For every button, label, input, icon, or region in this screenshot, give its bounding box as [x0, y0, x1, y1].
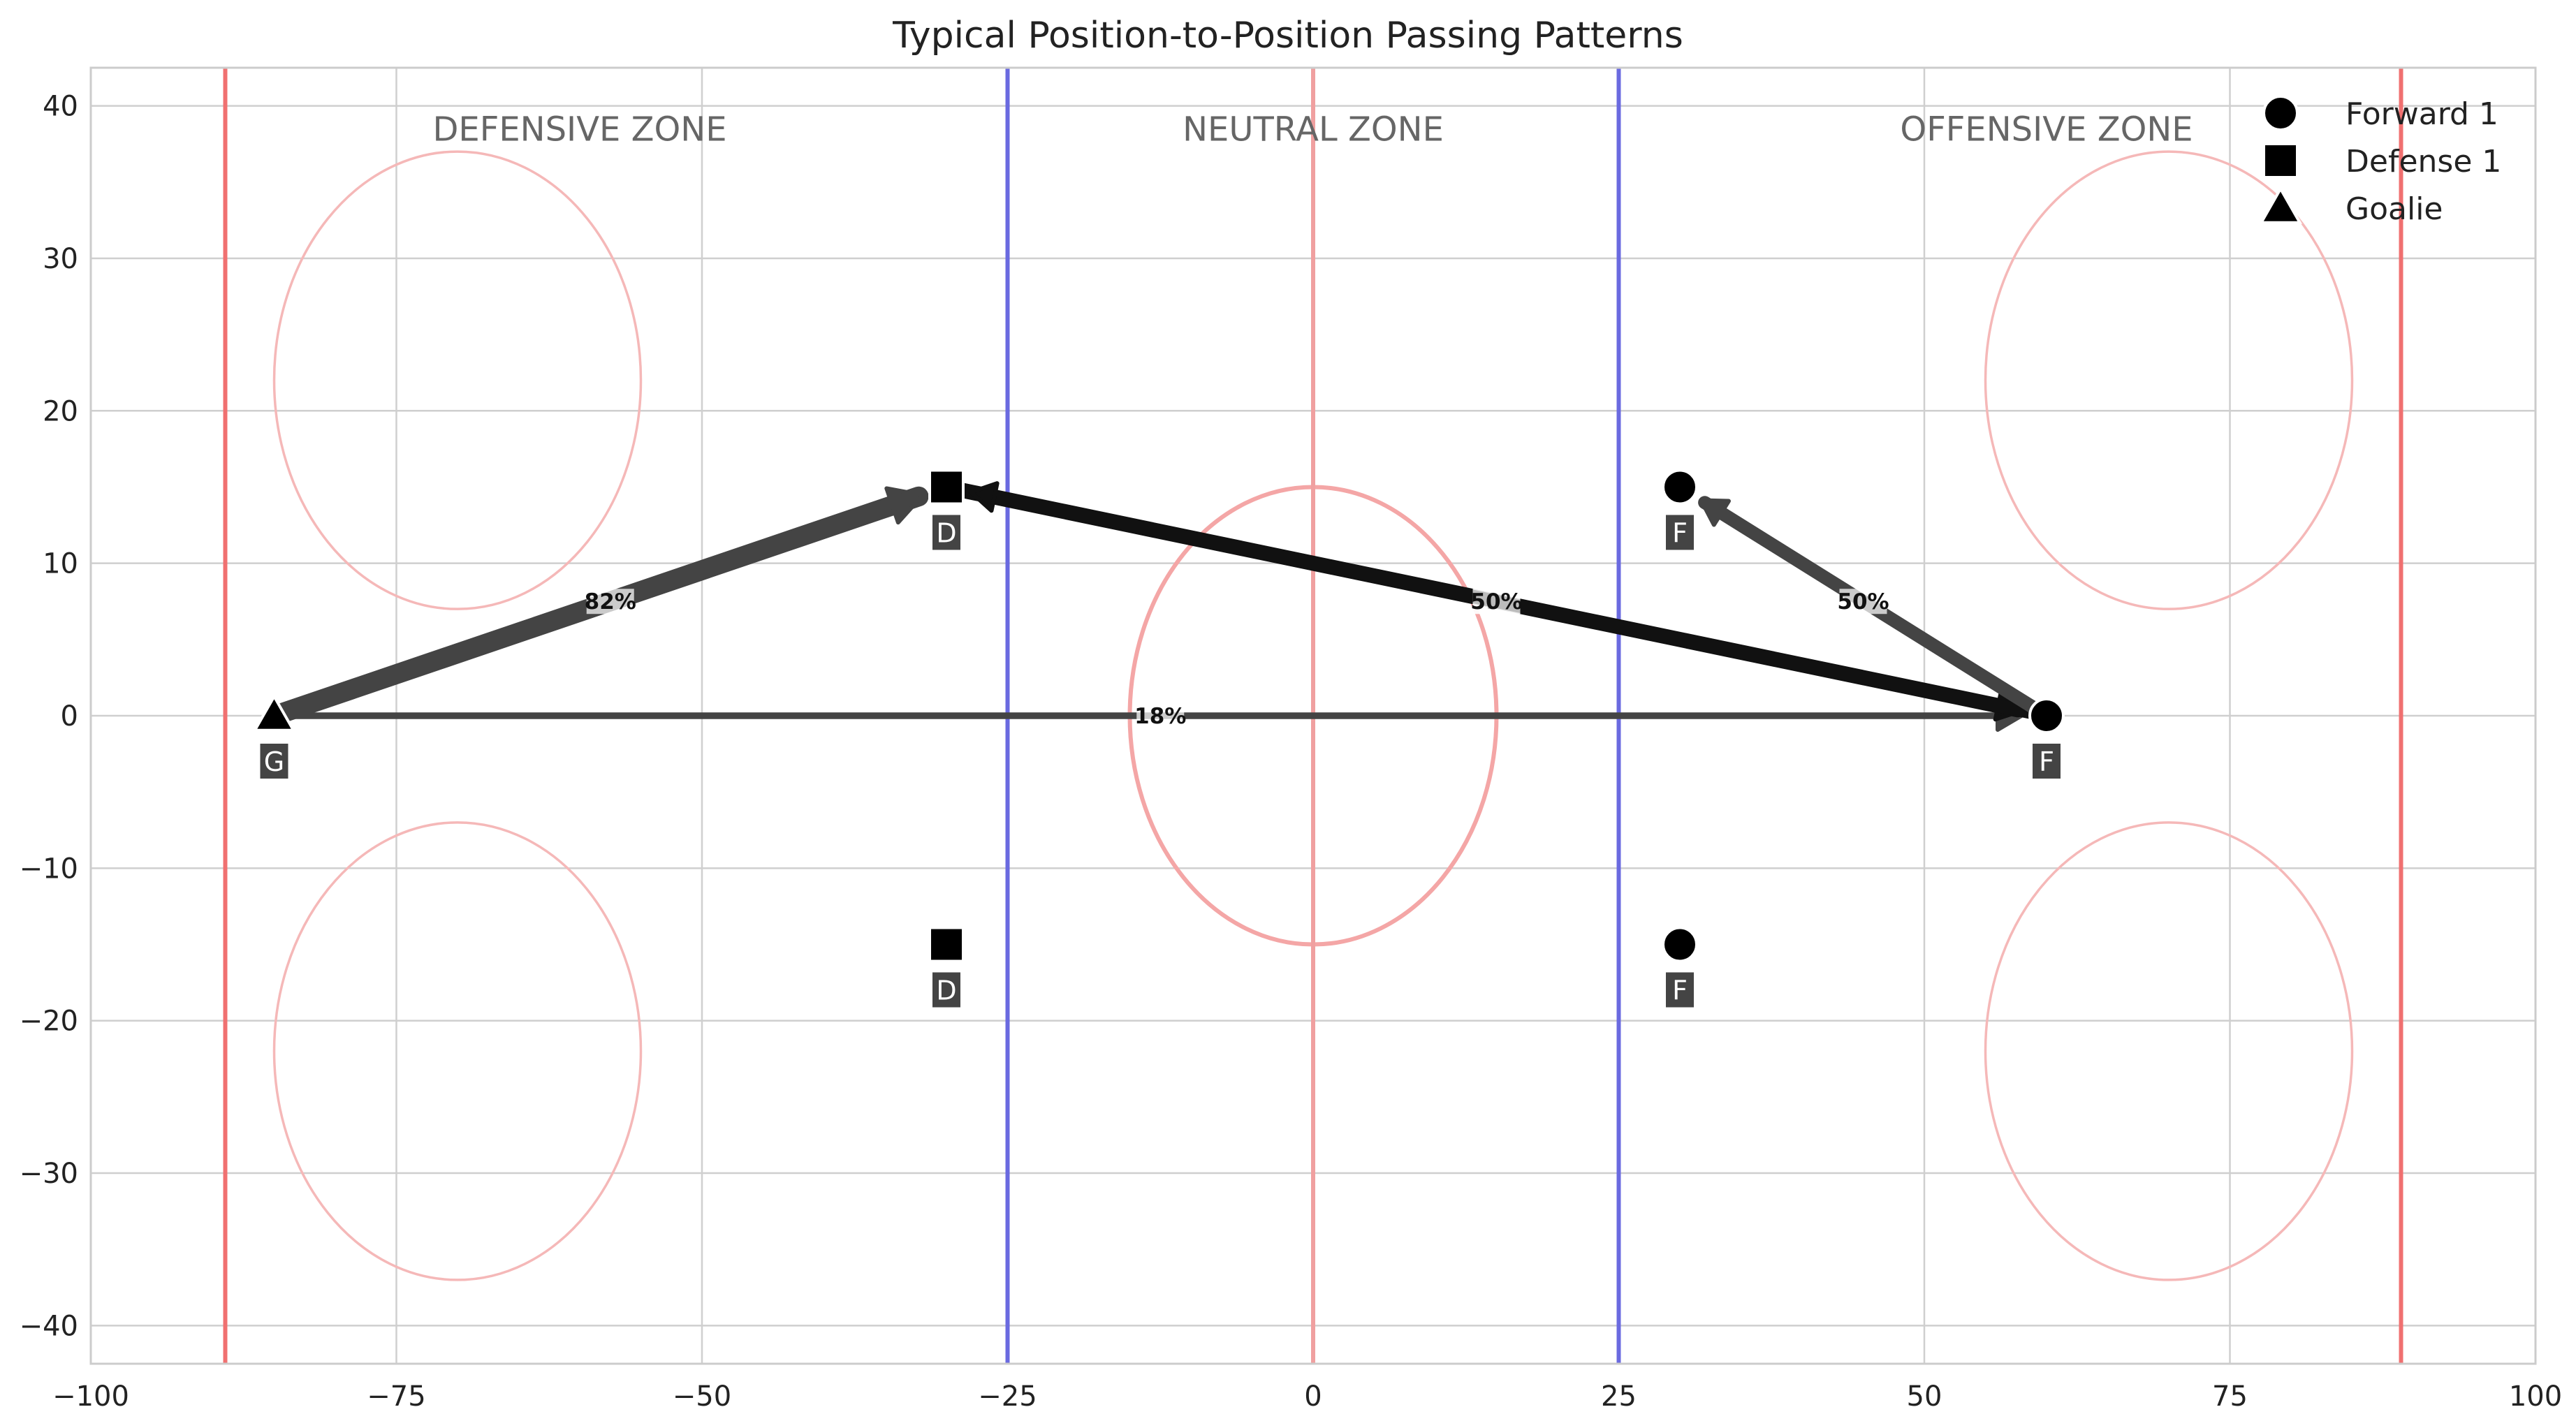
player-tag-label: D	[936, 975, 956, 1006]
player-tag-box	[260, 744, 288, 779]
player-circle-marker	[1662, 926, 1698, 963]
faceoff-circle	[1984, 821, 2354, 1281]
zone-label: DEFENSIVE ZONE	[432, 110, 726, 149]
y-tick-label: −10	[20, 853, 78, 885]
player-tag-box	[1666, 972, 1694, 1008]
player-node: F	[1662, 926, 1698, 1008]
pass-label-box	[1472, 589, 1521, 614]
pass-label-text: 50%	[1837, 589, 1889, 614]
pass-label: 18%	[1134, 703, 1186, 729]
pass-label-text: 82%	[585, 589, 636, 614]
y-tick-label: −20	[20, 1006, 78, 1038]
y-tick-label: 20	[43, 395, 78, 427]
pass-label: 50%	[1470, 589, 1523, 614]
pass-label: 82%	[585, 589, 636, 614]
player-tag-box	[1666, 515, 1694, 550]
zone-label: OFFENSIVE ZONE	[1900, 110, 2193, 149]
y-tick-label: 40	[43, 91, 78, 123]
legend-label: Goalie	[2346, 191, 2443, 227]
player-tag-label: F	[1672, 517, 1688, 548]
player-node: F	[1662, 469, 1698, 550]
zone-label: NEUTRAL ZONE	[1183, 110, 1444, 149]
player-tag-box	[932, 972, 960, 1008]
y-tick-label: 0	[61, 700, 78, 732]
player-square-marker	[928, 926, 965, 963]
y-tick-label: 10	[43, 548, 78, 580]
x-tick-label: −50	[673, 1380, 731, 1413]
pass-label-text: 50%	[1470, 589, 1522, 614]
y-tick-label: 30	[43, 243, 78, 275]
faceoff-circle	[1984, 150, 2354, 610]
player-tag-label: G	[264, 746, 284, 777]
pass-label: 50%	[1837, 589, 1889, 614]
pass-label-box	[586, 589, 634, 614]
legend-entry: Goalie	[2258, 186, 2443, 227]
legend-triangle-marker	[2258, 186, 2303, 224]
y-tick-label: −30	[20, 1158, 78, 1190]
player-node: F	[2028, 698, 2065, 779]
pass-label-box	[1136, 703, 1185, 728]
legend-entry: Defense 1	[2262, 142, 2501, 179]
plot-area: DEFENSIVE ZONE NEUTRAL ZONE OFFENSIVE ZONE…	[20, 66, 2562, 1413]
faceoff-circle	[272, 821, 643, 1281]
x-tick-label: 100	[2509, 1380, 2562, 1413]
axes-frame	[89, 66, 2537, 1365]
x-tick-label: 50	[1907, 1380, 1942, 1413]
x-tick-label: 0	[1304, 1380, 1322, 1413]
pass-label-text: 18%	[1134, 704, 1186, 729]
x-tick-label: 75	[2212, 1380, 2248, 1413]
faceoff-circle	[272, 150, 643, 610]
pass-label-box	[1839, 589, 1887, 614]
x-tick-label: −75	[367, 1380, 425, 1413]
x-tick-label: −100	[52, 1380, 129, 1413]
legend-label: Forward 1	[2346, 96, 2498, 132]
pass-arrow-head	[969, 481, 1000, 513]
chart-title: Typical Position-to-Position Passing Pat…	[892, 15, 1683, 57]
x-tick-label: 25	[1601, 1380, 1637, 1413]
x-tick-label: −25	[978, 1380, 1037, 1413]
player-square-marker	[928, 469, 965, 506]
player-tag-label: F	[2039, 746, 2054, 777]
player-triangle-marker	[252, 693, 296, 732]
legend-label: Defense 1	[2346, 144, 2501, 179]
player-node: D	[928, 469, 965, 550]
y-tick-label: −40	[20, 1310, 78, 1342]
player-tag-box	[2033, 744, 2061, 779]
legend: Forward 1 Defense 1 Goalie	[2258, 95, 2501, 227]
pass-arrow-head	[884, 486, 925, 525]
legend-square-marker	[2262, 142, 2299, 179]
player-node: G	[252, 693, 296, 779]
player-tag-label: D	[936, 517, 956, 548]
player-tag-box	[932, 515, 960, 550]
legend-circle-marker	[2262, 95, 2299, 131]
player-tag-label: F	[1672, 975, 1688, 1006]
player-circle-marker	[2028, 698, 2065, 734]
player-node: D	[928, 926, 965, 1008]
legend-entry: Forward 1	[2262, 95, 2498, 132]
player-circle-marker	[1662, 469, 1698, 506]
pass-arrow-head	[1699, 498, 1731, 527]
